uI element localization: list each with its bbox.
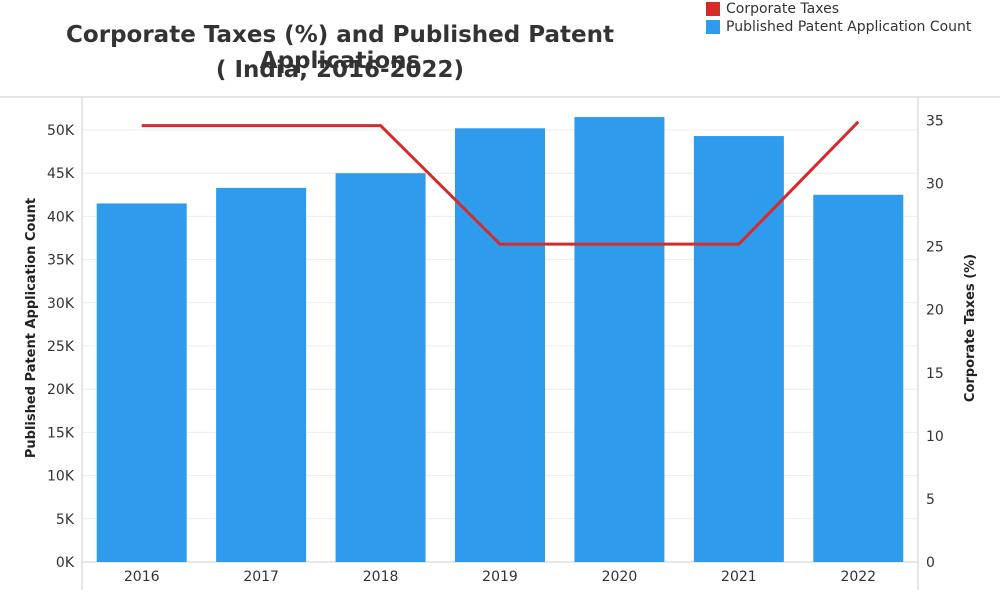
y-right-tick-label: 25 (926, 240, 944, 256)
chart-title: Corporate Taxes (%) and Published Patent… (66, 22, 614, 74)
legend-swatch-patent-count (706, 20, 720, 34)
y-right-axis-title: Corporate Taxes (%) (963, 254, 978, 402)
bar-2020 (574, 117, 665, 562)
legend-swatch-corporate-taxes (706, 2, 720, 16)
x-tick-label: 2020 (602, 569, 638, 585)
y-left-tick-label: 15K (47, 425, 75, 441)
y-right-tick-label: 30 (926, 177, 944, 193)
y-right-tick-label: 5 (926, 492, 935, 508)
legend-item-corporate-taxes: Corporate Taxes (706, 0, 839, 18)
y-right-tick-label: 0 (926, 555, 935, 571)
y-left-tick-label: 35K (47, 253, 75, 269)
bar-2021 (693, 136, 784, 562)
bar-2017 (216, 187, 307, 562)
y-left-tick-label: 30K (47, 296, 75, 312)
y-left-tick-label: 40K (47, 209, 75, 225)
legend-item-patent-count: Published Patent Application Count (706, 18, 971, 36)
y-left-axis-title: Published Patent Application Count (24, 198, 39, 458)
bar-2018 (335, 173, 426, 562)
y-left-tick-label: 45K (47, 166, 75, 182)
y-left-tick-label: 0K (56, 555, 75, 571)
y-right-tick-label: 35 (926, 114, 944, 130)
chart-subtitle: ( India, 2016-2022) (215, 57, 465, 83)
bar-2019 (455, 128, 545, 562)
x-tick-label: 2021 (721, 569, 757, 585)
legend-label-patent-count: Published Patent Application Count (726, 19, 972, 35)
x-tick-label: 2019 (482, 569, 518, 585)
legend-label-corporate-taxes: Corporate Taxes (726, 1, 840, 17)
y-left-tick-label: 25K (47, 339, 75, 355)
y-left-tick-label: 50K (47, 123, 75, 139)
y-left-tick-label: 10K (47, 469, 75, 485)
x-tick-label: 2022 (840, 569, 876, 585)
x-tick-label: 2018 (363, 569, 399, 585)
bar-2022 (813, 194, 904, 563)
x-tick-label: 2016 (124, 569, 160, 585)
x-tick-label: 2017 (243, 569, 279, 585)
y-right-tick-label: 10 (926, 429, 944, 445)
y-left-tick-label: 5K (56, 512, 75, 528)
y-left-tick-label: 20K (47, 382, 75, 398)
bar-2016 (96, 203, 187, 562)
y-right-tick-label: 20 (926, 303, 944, 319)
y-right-tick-label: 15 (926, 366, 944, 382)
